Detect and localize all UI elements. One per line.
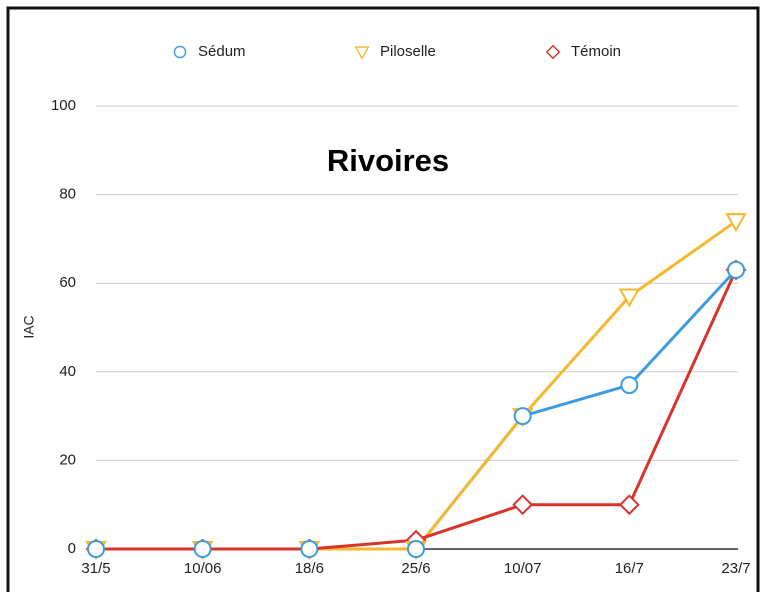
- point: [87, 540, 105, 558]
- frame: [6, 6, 760, 592]
- legend-marker: [354, 46, 370, 60]
- point: [618, 288, 641, 308]
- legend-marker: [173, 45, 187, 59]
- point: [727, 260, 745, 279]
- x-tick-label: 16/7: [615, 560, 644, 577]
- point: [300, 540, 319, 558]
- point: [512, 494, 534, 516]
- y-tick-label: 0: [68, 540, 76, 557]
- chart-title: Rivoires: [327, 143, 449, 178]
- x-tick-label: 25/6: [401, 560, 430, 577]
- legend-label: Témoin: [571, 43, 621, 60]
- x-tick-label: 10/06: [184, 560, 222, 577]
- series-line: [96, 268, 738, 551]
- series-line: [96, 219, 737, 551]
- point: [513, 407, 532, 426]
- point: [193, 540, 212, 558]
- y-tick-label: 20: [59, 451, 76, 468]
- y-tick-label: 80: [59, 186, 76, 203]
- point: [618, 494, 640, 516]
- legend-marker: [545, 44, 561, 60]
- x-tick-label: 10/07: [504, 560, 542, 577]
- x-tick-label: 31/5: [81, 560, 110, 577]
- point: [620, 376, 639, 395]
- y-axis-label: IAC: [21, 315, 37, 338]
- y-tick-label: 60: [59, 274, 76, 291]
- x-tick-label: 18/6: [295, 560, 324, 577]
- point: [407, 540, 425, 558]
- series-line: [96, 269, 738, 551]
- legend-label: Sédum: [198, 43, 246, 60]
- legend-label: Piloselle: [380, 43, 436, 60]
- point: [725, 213, 747, 233]
- y-tick-label: 100: [51, 97, 76, 114]
- x-tick-label: 23/7: [721, 560, 750, 577]
- y-tick-label: 40: [59, 363, 76, 380]
